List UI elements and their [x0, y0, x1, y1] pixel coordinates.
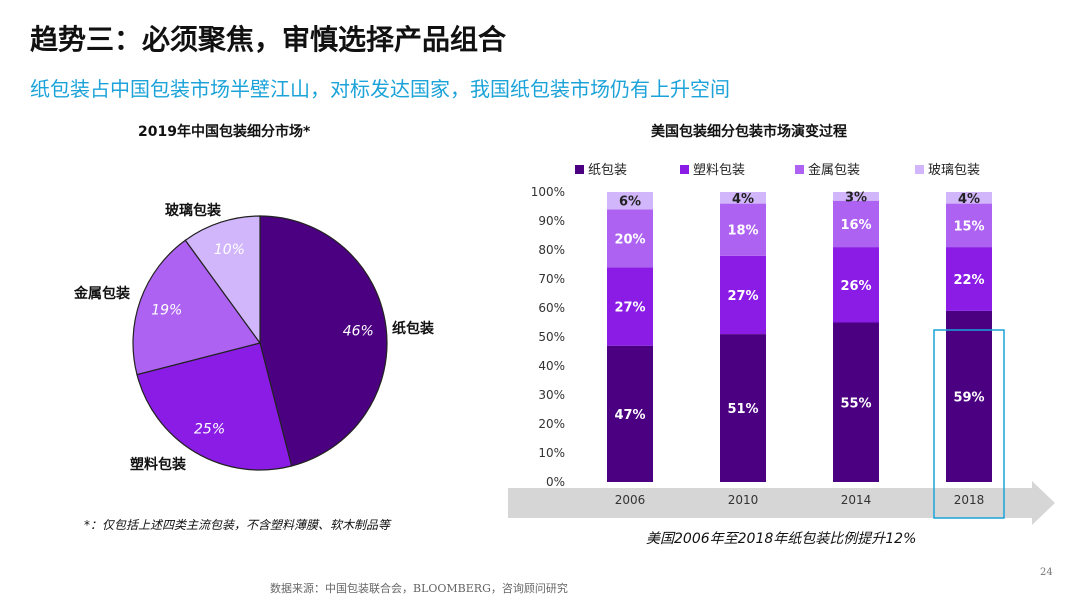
bar-value-label: 4% — [732, 192, 754, 207]
pie-category-label: 玻璃包装 — [165, 202, 222, 219]
legend-label: 纸包装 — [588, 163, 627, 178]
x-tick-label: 2006 — [615, 493, 646, 507]
pie-value-label: 46% — [343, 324, 374, 340]
data-source: 数据来源：中国包装联合会，BLOOMBERG，咨询顾问研究 — [270, 582, 568, 595]
bar-value-label: 59% — [953, 390, 984, 405]
bar-segment — [720, 255, 766, 335]
bar-chart-title: 美国包装细分包装市场演变过程 — [651, 124, 847, 140]
page-title: 趋势三：必须聚焦，审慎选择产品组合 — [30, 23, 507, 56]
bar-value-label: 3% — [845, 190, 867, 205]
y-tick-label: 80% — [538, 243, 565, 257]
bar-value-label: 27% — [727, 289, 758, 304]
pie-slice-2 — [136, 342, 293, 471]
y-tick-label: 90% — [538, 214, 565, 228]
y-tick-label: 50% — [538, 330, 565, 344]
y-tick-label: 0% — [546, 475, 565, 489]
legend-swatch — [915, 165, 924, 174]
bar-segment — [946, 310, 992, 482]
bar-segment — [607, 267, 653, 346]
y-tick-label: 30% — [538, 388, 565, 402]
bar-value-label: 16% — [840, 218, 871, 233]
y-tick-label: 100% — [531, 185, 565, 199]
bar-segment — [607, 345, 653, 482]
y-tick-label: 70% — [538, 272, 565, 286]
bar-segment — [720, 192, 766, 204]
pie-chart-title: 2019年中国包装细分市场* — [138, 124, 311, 140]
pie-slice-3 — [132, 239, 262, 376]
bar-value-label: 55% — [840, 396, 871, 411]
pie-value-label: 25% — [194, 421, 225, 437]
bar-segment — [607, 209, 653, 268]
legend-swatch — [575, 165, 584, 174]
bar-segment — [946, 247, 992, 311]
y-tick-label: 10% — [538, 446, 565, 460]
bar-segment — [946, 192, 992, 204]
y-tick-label: 40% — [538, 359, 565, 373]
x-tick-label: 2010 — [728, 493, 759, 507]
legend-label: 玻璃包装 — [928, 163, 980, 178]
pie-category-label: 纸包装 — [392, 320, 435, 337]
y-tick-label: 20% — [538, 417, 565, 431]
x-tick-label: 2018 — [954, 493, 985, 507]
pie-category-label: 塑料包装 — [130, 456, 187, 473]
bar-segment — [833, 192, 879, 201]
legend-label: 金属包装 — [808, 162, 860, 178]
bar-segment — [833, 200, 879, 248]
bar-value-label: 6% — [619, 195, 641, 210]
bar-value-label: 18% — [727, 224, 758, 239]
legend-swatch — [680, 165, 689, 174]
x-tick-label: 2014 — [841, 493, 872, 507]
legend-label: 塑料包装 — [693, 163, 745, 178]
legend-swatch — [795, 165, 804, 174]
bar-value-label: 4% — [958, 192, 980, 207]
page-number: 24 — [1040, 567, 1053, 578]
bar-value-label: 15% — [953, 219, 984, 234]
page-subtitle: 纸包装占中国包装市场半壁江山，对标发达国家，我国纸包装市场仍有上升空间 — [30, 77, 730, 101]
footnote: *：仅包括上述四类主流包装，不含塑料薄膜、软木制品等 — [84, 518, 391, 532]
bar-segment — [946, 203, 992, 248]
timeline-arrow — [508, 481, 1055, 525]
highlight-box — [933, 329, 1005, 519]
bar-value-label: 22% — [953, 273, 984, 288]
bar-segment — [833, 247, 879, 323]
bar-segment — [720, 203, 766, 256]
y-tick-label: 60% — [538, 301, 565, 315]
pie-slice-4 — [184, 215, 261, 345]
bar-value-label: 51% — [727, 402, 758, 417]
bar-segment — [833, 322, 879, 482]
pie-value-label: 10% — [214, 242, 245, 258]
bar-segment — [720, 334, 766, 482]
bar-value-label: 27% — [614, 301, 645, 316]
bar-segment — [607, 192, 653, 210]
bar-value-label: 26% — [840, 279, 871, 294]
bar-value-label: 47% — [614, 408, 645, 423]
bar-value-label: 20% — [614, 232, 645, 247]
pie-value-label: 19% — [151, 302, 182, 318]
pie-category-label: 金属包装 — [73, 285, 131, 302]
pie-slice-1 — [259, 215, 388, 467]
bar-chart-caption: 美国2006年至2018年纸包装比例提升12% — [646, 531, 917, 547]
